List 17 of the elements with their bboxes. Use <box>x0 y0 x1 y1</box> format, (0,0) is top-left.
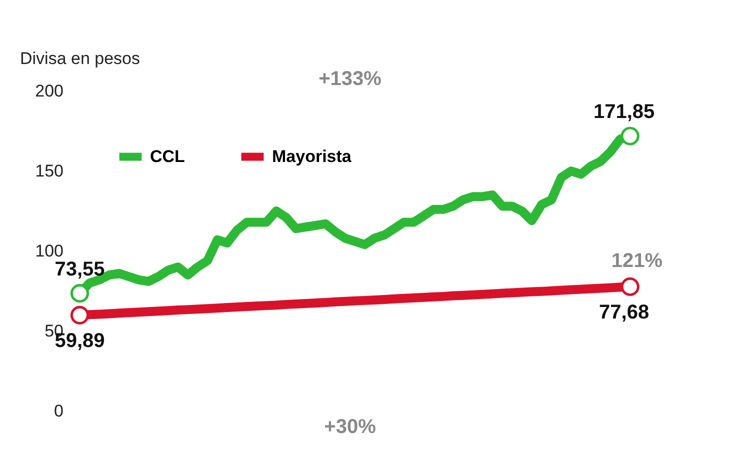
text: +133% <box>318 68 382 90</box>
y-tick-label: 100 <box>35 242 64 260</box>
text: +30% <box>324 416 376 438</box>
data-label: 77,68 <box>599 302 650 324</box>
point <box>70 306 90 324</box>
point <box>620 277 640 296</box>
data-label: 171,85 <box>594 101 655 124</box>
data-label: 73,55 <box>54 258 105 280</box>
legend-label: Mayorista <box>272 146 352 166</box>
point <box>70 284 90 303</box>
point <box>620 126 640 146</box>
y-tick-label: 0 <box>54 402 64 420</box>
legend-label: CCL <box>150 146 185 166</box>
y-tick-label: 200 <box>35 82 64 100</box>
annotation: 121% <box>611 250 663 272</box>
y-axis-title: Divisa en pesos <box>20 49 140 68</box>
y-tick-label: 150 <box>35 162 64 180</box>
